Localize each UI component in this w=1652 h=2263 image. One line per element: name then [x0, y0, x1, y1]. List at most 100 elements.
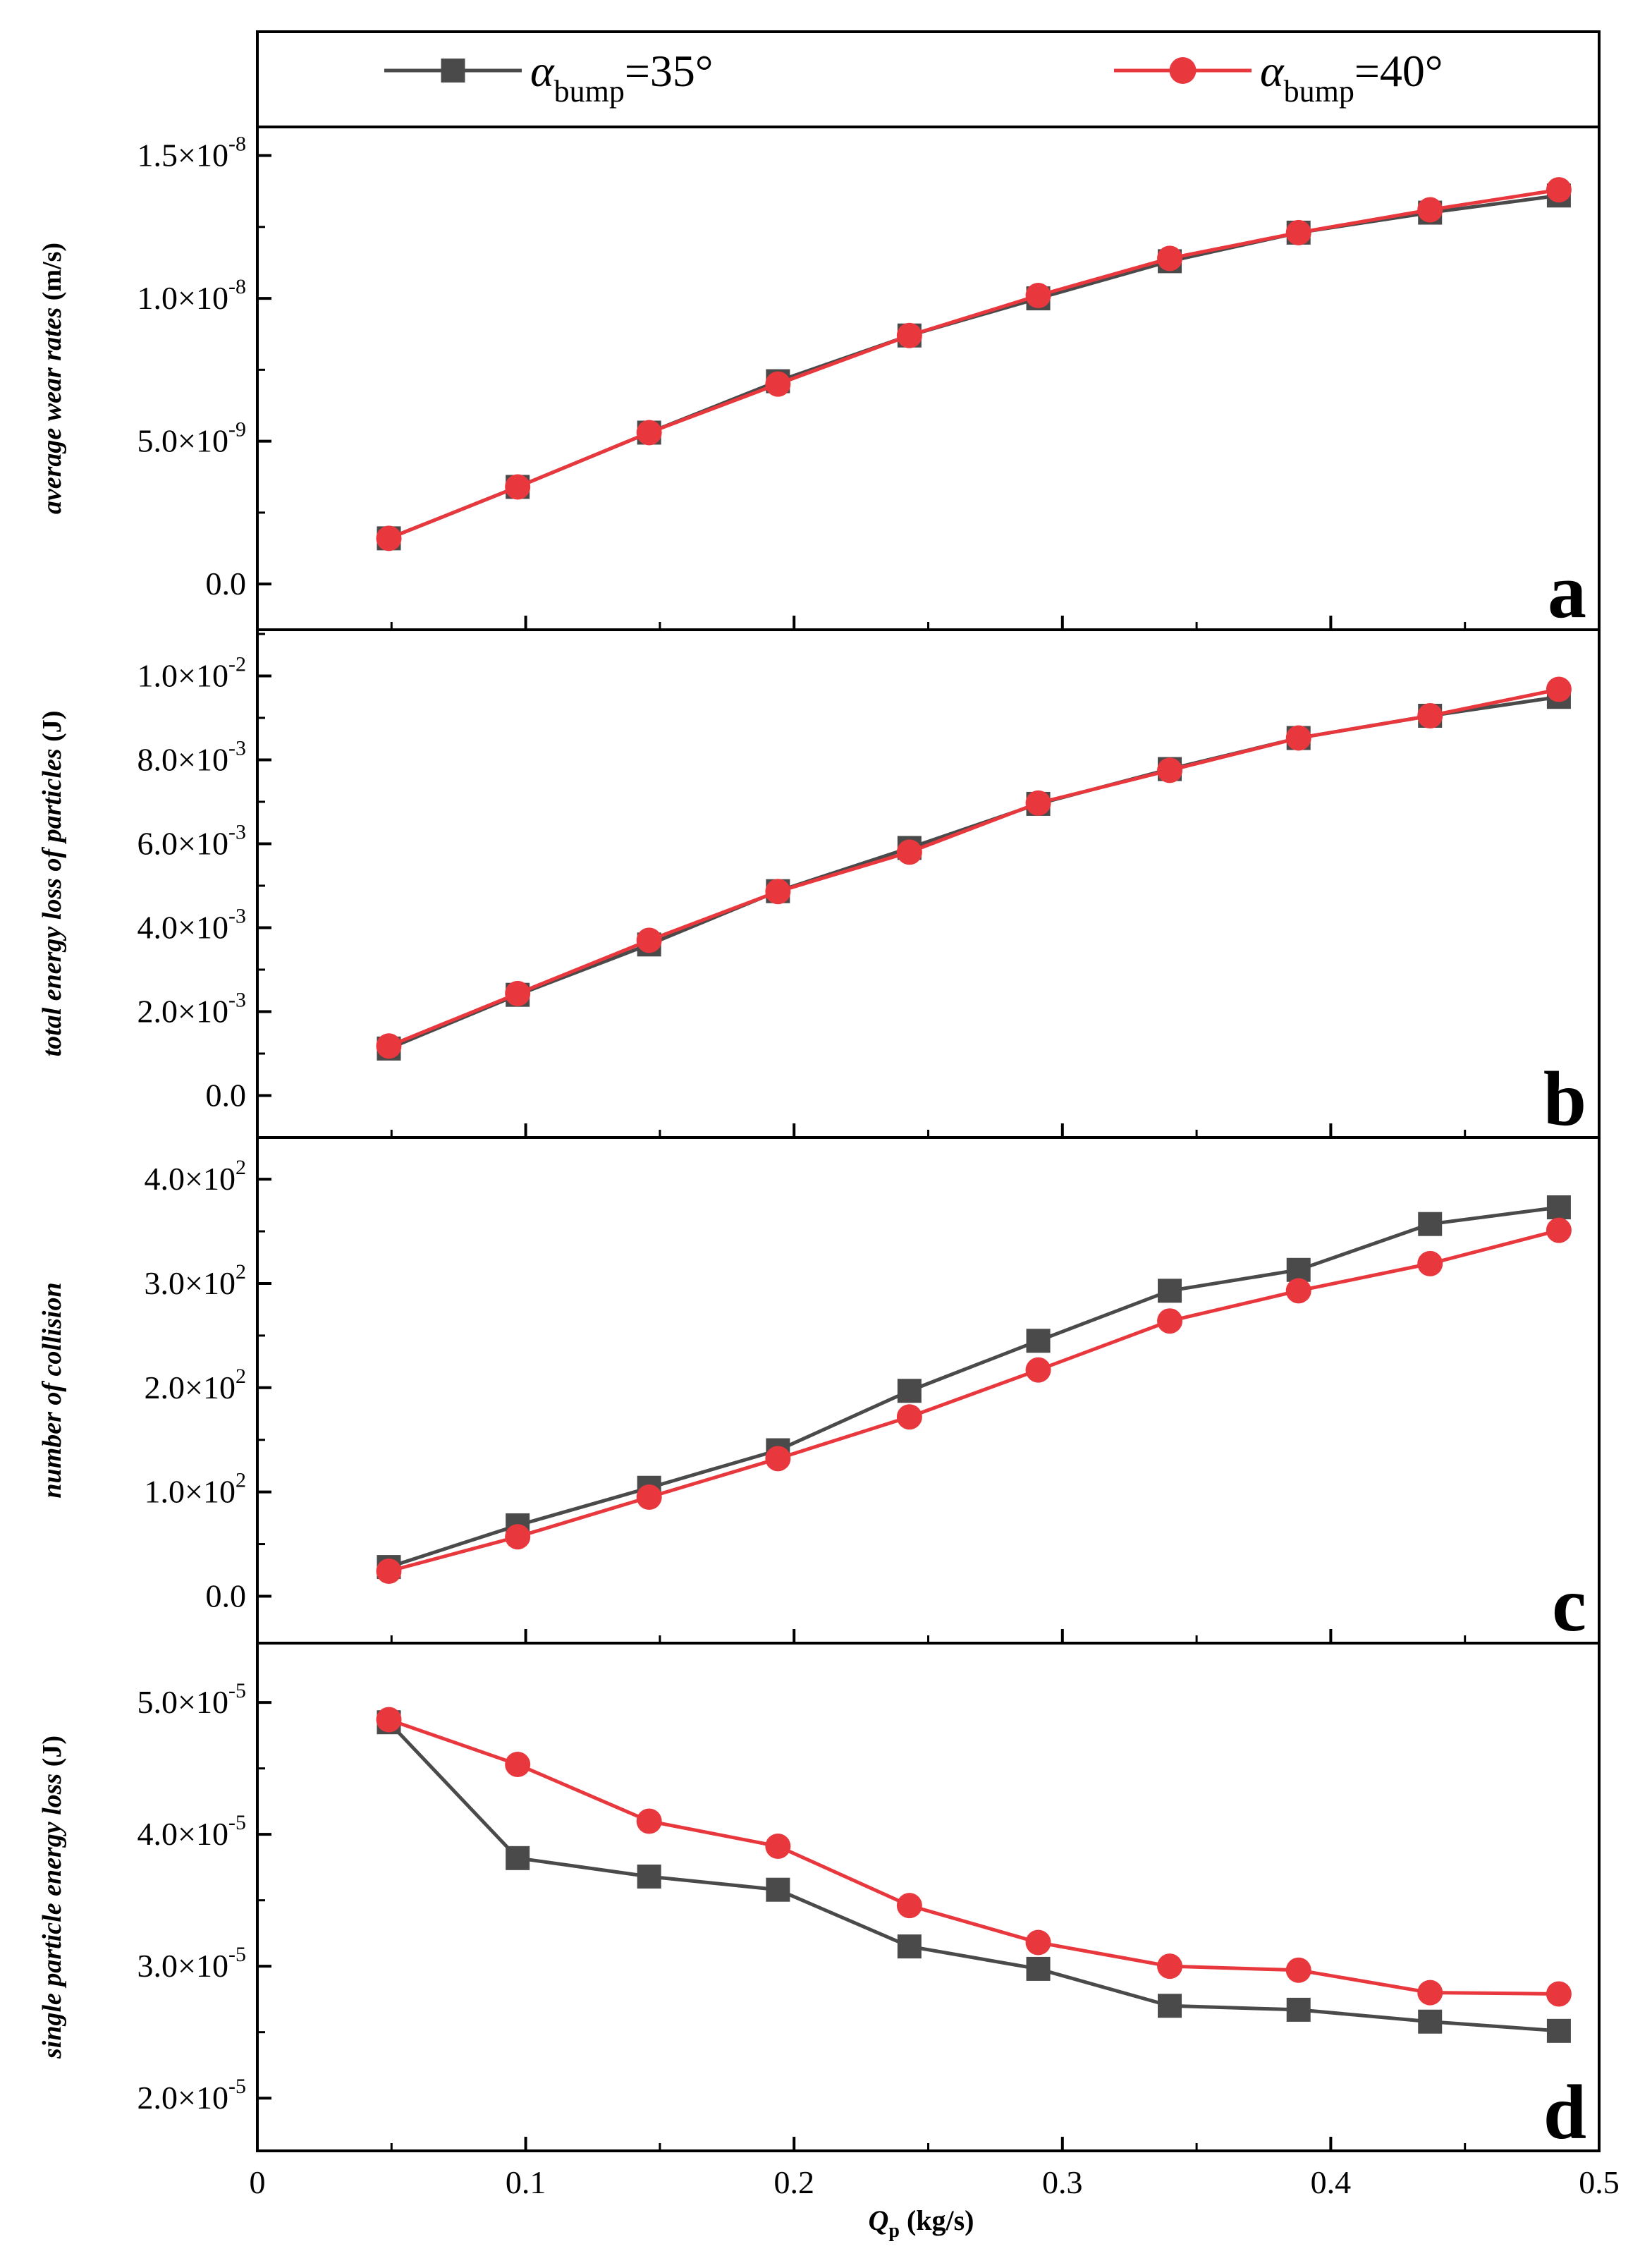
y-tick-mantissa: 0.0 [206, 566, 247, 602]
y-axis-label: number of collision [37, 1282, 67, 1498]
x-tick-label: 0.2 [773, 2164, 814, 2200]
data-point-circle [1025, 283, 1051, 309]
data-point-circle [376, 1707, 402, 1733]
data-point-circle [1546, 177, 1572, 203]
y-tick-label: 4.0×10-5 [137, 1811, 246, 1852]
y-tick-label: 0.0 [206, 1077, 247, 1113]
panel-label: b [1543, 1056, 1586, 1142]
series-line [388, 193, 1560, 540]
data-point-circle [505, 980, 531, 1006]
y-tick-exponent: -2 [228, 652, 246, 676]
data-point-circle [376, 525, 402, 551]
y-tick-label: 3.0×102 [145, 1260, 246, 1301]
data-point-circle [1157, 1308, 1183, 1334]
data-point-circle [1417, 197, 1443, 223]
data-point-circle [505, 1524, 531, 1550]
y-tick-exponent: -3 [228, 904, 246, 927]
y-tick-exponent: -3 [228, 988, 246, 1011]
y-tick-label: 0.0 [206, 1578, 247, 1614]
x-axis-label: Qp (kg/s) [868, 2204, 974, 2242]
data-point-square [1158, 1279, 1182, 1303]
y-tick-label: 5.0×10-9 [137, 418, 246, 459]
data-point-circle [1025, 1929, 1051, 1956]
data-point-circle [1157, 245, 1183, 272]
y-tick-mantissa: 2.0×10 [137, 2080, 228, 2116]
y-tick-mantissa: 0.0 [206, 1578, 247, 1614]
y-tick-mantissa: 4.0×10 [145, 1161, 235, 1197]
data-point-square [1286, 1997, 1311, 2022]
y-tick-mantissa: 5.0×10 [137, 1684, 228, 1720]
legend-marker-square [441, 59, 465, 83]
y-tick-exponent: -5 [228, 2075, 246, 2098]
legend-value: =35° [625, 46, 714, 96]
x-axis: 0 0.1 0.2 0.3 0.4 0.5 Qp (kg/s) [250, 2164, 1620, 2242]
data-point-circle [636, 420, 662, 446]
y-tick-exponent: -5 [228, 1943, 246, 1966]
data-point-circle [636, 1808, 662, 1834]
series-1 [377, 183, 1571, 551]
y-tick-exponent: -3 [228, 820, 246, 843]
data-point-square [1546, 2018, 1571, 2043]
data-point-square [1286, 1257, 1311, 1282]
y-axis-label-text: total energy loss of particles [37, 748, 67, 1056]
y-tick-mantissa: 4.0×10 [137, 909, 228, 945]
series-2 [376, 1217, 1572, 1584]
series-line [387, 1721, 1560, 2033]
y-tick-label: 1.0×102 [145, 1469, 246, 1510]
panel-label: c [1552, 1561, 1586, 1647]
data-point-circle [1546, 676, 1572, 702]
panel-label: a [1548, 548, 1586, 634]
y-tick-mantissa: 6.0×10 [137, 825, 228, 861]
legend-symbol: α [1260, 46, 1285, 96]
data-point-square [1546, 1195, 1571, 1220]
y-tick-exponent: -3 [228, 736, 246, 760]
plot-frame [256, 126, 1601, 631]
data-point-circle [1285, 1957, 1311, 1983]
y-axis-label-unit: (J) [37, 1736, 67, 1774]
legend-value: =40° [1354, 46, 1443, 96]
y-axis-label-text: average wear rates [37, 307, 67, 514]
data-point-circle [896, 1404, 922, 1430]
y-tick-exponent: 2 [235, 1260, 246, 1283]
data-point-circle [636, 1484, 662, 1511]
panel-a: 0.0 5.0×10-9 1.0×10-8 1.5×10-8 average wear … [37, 126, 1601, 634]
y-tick-exponent: -5 [228, 1679, 246, 1702]
data-point-circle [1285, 219, 1311, 245]
data-point-square [506, 1846, 530, 1870]
data-point-circle [505, 474, 531, 500]
y-tick-label: 4.0×10-3 [137, 904, 246, 945]
legend-label: αbump=35° [530, 46, 714, 109]
y-tick-mantissa: 3.0×10 [145, 1265, 235, 1301]
x-tick-label: 0.3 [1042, 2164, 1083, 2200]
y-tick-mantissa: 1.5×10 [137, 138, 228, 173]
y-axis-label: single particle energy loss (J) [37, 1736, 67, 2059]
x-axis-label-symbol: Q [868, 2204, 888, 2236]
y-tick-mantissa: 2.0×10 [145, 1370, 235, 1405]
series-line [388, 695, 1560, 1051]
y-axis-label-unit: (J) [37, 711, 67, 749]
y-tick-label: 5.0×10-5 [137, 1679, 246, 1720]
y-tick-label: 1.0×10-8 [137, 275, 246, 316]
x-tick-label: 0.1 [506, 2164, 546, 2200]
data-point-circle [765, 879, 791, 905]
legend-marker-circle [1169, 57, 1197, 84]
plot-frame [256, 1642, 1601, 2152]
data-point-circle [1157, 757, 1183, 783]
y-tick-mantissa: 2.0×10 [137, 993, 228, 1029]
x-tick-label: 0 [250, 2164, 266, 2200]
series-1 [377, 1195, 1571, 1580]
y-axis-label-text: single particle energy loss [37, 1774, 67, 2059]
series-2 [376, 177, 1572, 551]
y-tick-mantissa: 1.0×10 [145, 1474, 235, 1510]
y-tick-exponent: 2 [235, 1156, 246, 1179]
legend-item-2: αbump=40° [1114, 46, 1443, 109]
y-tick-label: 1.5×10-8 [137, 133, 246, 173]
y-axis-label: average wear rates (m/s) [37, 243, 67, 514]
data-point-circle [1546, 1217, 1572, 1243]
series-line [388, 1228, 1560, 1573]
data-point-square [897, 1379, 922, 1403]
y-tick-label: 6.0×10-3 [137, 820, 246, 861]
y-tick-label: 4.0×102 [145, 1156, 246, 1197]
